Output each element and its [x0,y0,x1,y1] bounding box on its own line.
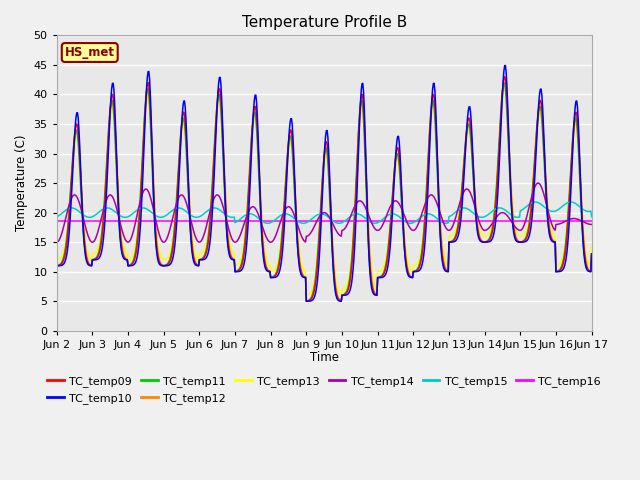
TC_temp10 [303,299,310,304]
TC_temp16 [588,218,595,224]
Title: Temperature Profile B: Temperature Profile B [241,15,407,30]
TC_temp15 [369,220,376,226]
TC_temp11 [170,228,178,234]
TC_temp10 [193,263,201,268]
TC_temp14 [193,238,201,243]
TC_temp09 [588,251,595,257]
Line: TC_temp13: TC_temp13 [57,89,591,295]
TC_temp11 [588,251,595,257]
TC_temp15 [531,199,539,205]
TC_temp09 [317,215,324,220]
TC_temp09 [540,146,548,152]
TC_temp10 [421,237,429,242]
Line: TC_temp15: TC_temp15 [57,202,591,223]
TC_temp15 [193,215,201,220]
X-axis label: Time: Time [310,351,339,364]
TC_temp10 [317,234,324,240]
TC_temp16 [193,218,201,224]
Line: TC_temp11: TC_temp11 [57,83,591,301]
TC_temp14 [316,213,324,219]
TC_temp09 [170,235,178,241]
Line: TC_temp09: TC_temp09 [57,77,591,301]
TC_temp11 [421,207,429,213]
TC_temp09 [53,263,61,269]
TC_temp15 [421,212,429,217]
TC_temp11 [500,80,508,86]
TC_temp12 [303,298,310,304]
TC_temp09 [369,285,376,291]
TC_temp16 [170,218,178,224]
TC_temp12 [421,213,429,219]
TC_temp16 [53,218,61,224]
TC_temp13 [540,141,548,147]
TC_temp15 [540,204,548,210]
TC_temp13 [369,273,376,279]
TC_temp11 [53,263,61,268]
TC_temp15 [317,211,324,217]
TC_temp09 [193,262,201,268]
TC_temp13 [588,245,595,251]
TC_temp14 [170,210,178,216]
TC_temp11 [193,263,201,268]
TC_temp12 [317,214,324,220]
TC_temp12 [540,143,548,149]
TC_temp12 [53,263,61,268]
TC_temp15 [264,220,271,226]
TC_temp11 [316,220,324,226]
TC_temp14 [588,222,595,228]
TC_temp15 [53,214,61,220]
TC_temp16 [539,218,547,224]
TC_temp14 [534,180,542,186]
TC_temp15 [588,214,595,220]
Line: TC_temp10: TC_temp10 [57,65,591,301]
TC_temp13 [53,257,61,263]
TC_temp16 [316,218,324,224]
Text: HS_met: HS_met [65,46,115,59]
TC_temp12 [369,281,376,287]
TC_temp13 [317,214,324,220]
TC_temp10 [540,139,548,145]
Line: TC_temp14: TC_temp14 [57,183,591,242]
TC_temp10 [588,251,595,257]
TC_temp14 [540,190,547,195]
Line: TC_temp12: TC_temp12 [57,83,591,301]
TC_temp10 [369,288,376,294]
TC_temp13 [193,255,201,261]
TC_temp13 [501,86,509,92]
TC_temp11 [337,298,345,304]
TC_temp09 [421,216,429,222]
TC_temp12 [170,232,178,238]
TC_temp12 [193,262,201,267]
TC_temp14 [368,220,376,226]
TC_temp10 [53,263,61,269]
TC_temp16 [420,218,428,224]
TC_temp09 [501,74,509,80]
TC_temp12 [588,251,595,257]
TC_temp14 [53,240,61,245]
TC_temp13 [421,210,429,216]
TC_temp13 [170,227,178,233]
TC_temp09 [303,298,310,304]
TC_temp10 [170,249,178,254]
TC_temp13 [303,292,310,298]
TC_temp16 [368,218,376,224]
TC_temp12 [501,80,509,85]
TC_temp14 [420,203,428,209]
TC_temp11 [540,156,548,162]
TC_temp11 [369,286,376,292]
TC_temp15 [170,206,178,212]
Legend: TC_temp09, TC_temp10, TC_temp11, TC_temp12, TC_temp13, TC_temp14, TC_temp15, TC_: TC_temp09, TC_temp10, TC_temp11, TC_temp… [43,372,605,408]
Y-axis label: Temperature (C): Temperature (C) [15,135,28,231]
TC_temp10 [502,62,509,68]
